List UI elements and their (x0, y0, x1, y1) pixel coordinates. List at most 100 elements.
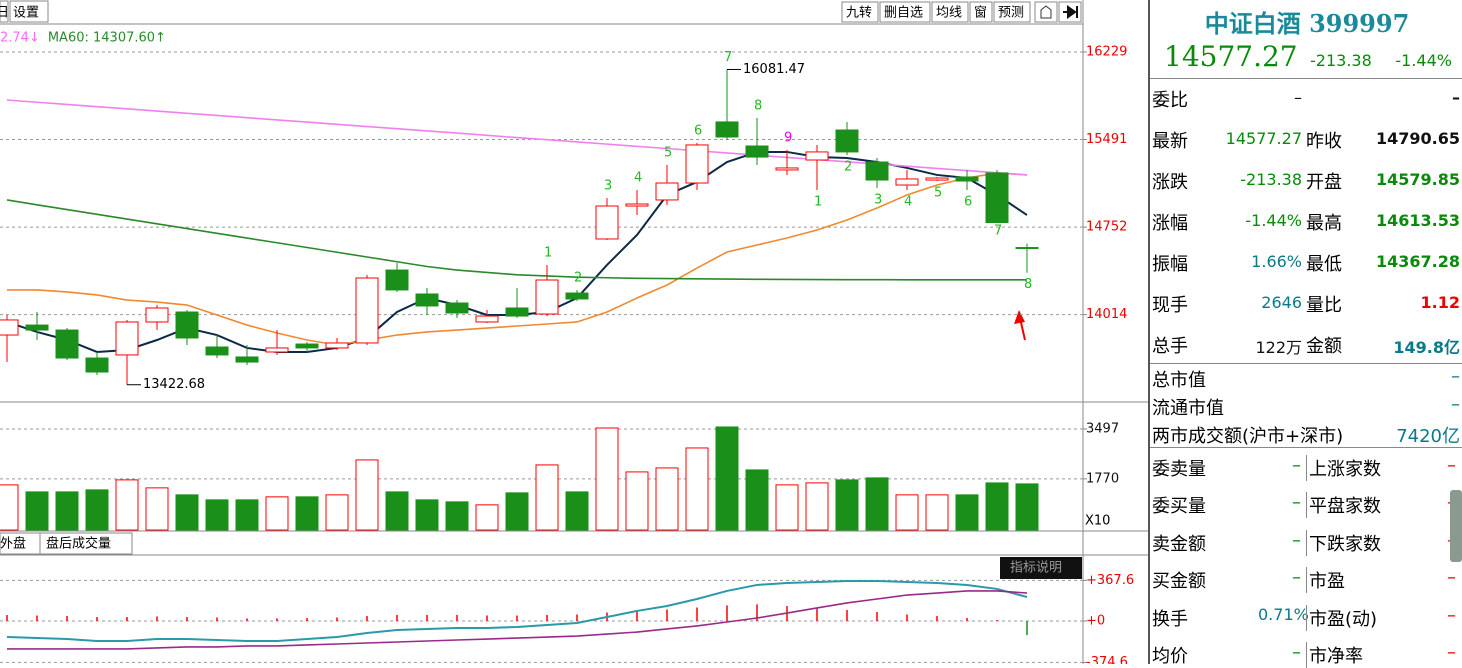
candle-body (805, 151, 829, 161)
candle-body (55, 329, 79, 359)
toolbar-button[interactable] (0, 0, 9, 23)
row-label: 涨跌 (1152, 172, 1188, 193)
indicator-button-label[interactable]: 指标说明 (1010, 561, 1062, 576)
candle-body (175, 311, 199, 339)
candle-body (985, 172, 1009, 224)
toolbar-button[interactable] (879, 1, 931, 23)
row-label: 总手 (1152, 336, 1188, 357)
unit-note: X10 (1085, 514, 1110, 529)
pair-label: 上涨家数 (1306, 455, 1381, 481)
annotation-arrowhead (1014, 310, 1025, 324)
td-count: 2 (574, 270, 582, 285)
background (0, 0, 1148, 664)
toolbar-button-label[interactable]: 删自选 (884, 6, 923, 21)
volume-bar (745, 469, 769, 531)
pair-label: 委买量 (1152, 496, 1206, 518)
toolbar-button-label[interactable]: 日 (0, 6, 9, 21)
row-label: 最低 (1306, 254, 1342, 275)
volume-bar (895, 494, 919, 531)
toolbar-button-label[interactable]: 预测 (998, 6, 1024, 21)
pair-label: 买金额 (1152, 571, 1206, 593)
td-count: 4 (904, 195, 912, 210)
candle-body (1015, 247, 1039, 250)
volume-bar (265, 496, 289, 531)
toolbar-button-label[interactable]: 九转 (846, 6, 872, 21)
tab-label[interactable]: 盘后成交量 (46, 536, 111, 552)
candle-body (625, 203, 649, 207)
row-value: 14613.53 (1375, 211, 1460, 230)
volume-bar (925, 494, 949, 531)
pair-value: – (1447, 642, 1456, 663)
toolbar-button-label[interactable]: 均线 (936, 6, 962, 21)
row-label: 现手 (1152, 295, 1188, 316)
tab-label[interactable]: 外盘 (0, 536, 26, 552)
td-count: 6 (964, 195, 972, 210)
td-count: 7 (994, 224, 1002, 239)
candle-body (925, 177, 949, 181)
toolbar-button[interactable] (993, 1, 1031, 23)
legend-entry: 2.74↓ (0, 31, 40, 46)
indicator-button[interactable] (1000, 557, 1082, 579)
toolbar-button[interactable] (969, 1, 993, 23)
candle-body (895, 178, 919, 186)
candle-body (385, 269, 409, 291)
max-label: 16081.47 (743, 62, 805, 77)
volume-bar (805, 482, 829, 531)
candle-body (835, 129, 859, 153)
toolbar-button[interactable] (841, 1, 879, 23)
quote-title: 中证白酒 399997 (1204, 9, 1410, 38)
candle-body (0, 319, 19, 336)
volume-bar (535, 464, 559, 531)
candle-body (535, 279, 559, 315)
icon-button[interactable] (1034, 1, 1058, 23)
td-count: 9 (784, 130, 792, 145)
row-value: 1.12 (1420, 293, 1460, 312)
candle-body (295, 343, 319, 349)
row-value: -213.38 (1240, 170, 1302, 189)
row-value: 1.66% (1251, 252, 1302, 271)
row-label: 最高 (1306, 213, 1342, 234)
candle-body (595, 205, 619, 240)
td-count: 2 (844, 160, 852, 175)
candle-body (445, 302, 469, 314)
volume-bar (505, 492, 529, 531)
candle-body (355, 277, 379, 344)
toolbar-button-label[interactable]: 窗 (974, 5, 987, 21)
tab[interactable] (39, 532, 133, 555)
volume-bar (715, 426, 739, 531)
y-tick-label: +0 (1086, 613, 1105, 628)
ma-line (6, 199, 1028, 281)
min-label: 13422.68 (143, 377, 205, 392)
volume-bar (55, 491, 79, 531)
candle-body (865, 161, 889, 181)
legend-entry: MA60: 14307.60↑ (48, 31, 166, 46)
quote-panel: 中证白酒 399997 14577.27 -213.38 -1.44% 委比 – – 最新 14… (1148, 0, 1462, 668)
pair-label: 市净率 (1306, 642, 1363, 668)
row-value: 2646 (1261, 293, 1302, 312)
candle-body (715, 121, 739, 138)
pair-label: 市盈 (1306, 567, 1345, 594)
candle-body (745, 145, 769, 158)
row-value: 14577.27 (1225, 129, 1302, 148)
candle-body (145, 307, 169, 323)
td-count: 4 (634, 171, 642, 186)
candle-body (325, 342, 349, 349)
candle-body (265, 347, 289, 353)
td-count: 3 (604, 178, 612, 193)
toolbar-button[interactable] (9, 0, 49, 23)
icon (1040, 5, 1052, 19)
candle-body (505, 307, 529, 317)
volume-bar (295, 496, 319, 531)
volume-bar (115, 479, 139, 531)
row-value: 14367.28 (1375, 252, 1460, 271)
volume-bar (1015, 483, 1039, 531)
volume-bar (625, 471, 649, 531)
toolbar-button[interactable] (931, 1, 969, 23)
toolbar-button-label[interactable]: 设置 (13, 6, 39, 21)
volume-bar (355, 459, 379, 531)
row-value: 14790.65 (1375, 129, 1460, 148)
td-count: 6 (694, 123, 702, 138)
row-label: 振幅 (1152, 254, 1188, 275)
volume-bar (85, 489, 109, 531)
y-tick-label: 15491 (1086, 132, 1127, 147)
